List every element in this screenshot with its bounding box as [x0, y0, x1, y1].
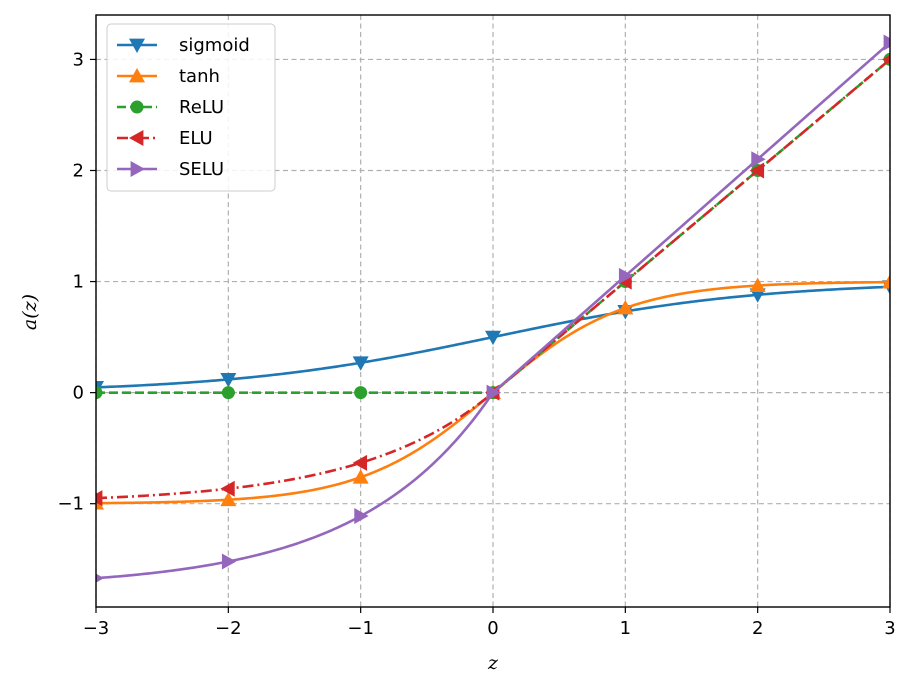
- data-point-elu: [220, 480, 235, 497]
- series-elu: [96, 54, 890, 507]
- data-point-tanh: [96, 495, 104, 510]
- data-point-sigmoid: [352, 356, 369, 371]
- x-tick-label: 3: [884, 618, 895, 639]
- ticks: −3 −2 −1 0 1 2 3 −1 0 1 2 3: [57, 49, 895, 639]
- data-point-selu: [221, 553, 237, 570]
- legend: sigmoid tanh ReLU ELU SELU: [106, 23, 276, 192]
- data-point-selu: [751, 151, 766, 168]
- data-point-tanh: [352, 469, 369, 484]
- data-point-tanh: [882, 274, 890, 289]
- legend-label-tanh: tanh: [179, 66, 220, 87]
- x-tick-label: −1: [347, 618, 374, 639]
- y-tick-label: 1: [73, 272, 84, 293]
- series-layer: [96, 34, 890, 583]
- x-tick-label: 2: [752, 618, 763, 639]
- legend-marker-elu: [129, 130, 144, 146]
- x-axis-label: z: [487, 652, 499, 674]
- x-tick-label: 0: [487, 618, 498, 639]
- x-tick-label: −2: [215, 618, 242, 639]
- data-point-sigmoid: [220, 373, 237, 388]
- x-tick-label: −3: [83, 618, 110, 639]
- legend-label-elu: ELU: [179, 128, 213, 149]
- legend-label-sigmoid: sigmoid: [179, 35, 250, 56]
- legend-box: [106, 23, 276, 192]
- series-selu: [96, 34, 890, 583]
- data-point-sigmoid: [749, 288, 766, 303]
- data-point-selu: [883, 34, 890, 51]
- y-tick-label: 0: [73, 383, 84, 404]
- data-point-elu: [882, 54, 890, 64]
- y-tick-label: 3: [73, 49, 84, 70]
- data-point-elu: [749, 162, 765, 179]
- data-point-relu: [96, 386, 103, 400]
- data-point-elu: [96, 490, 103, 507]
- data-point-selu: [486, 384, 501, 401]
- y-tick-label: −1: [57, 494, 84, 515]
- data-point-tanh: [749, 277, 766, 292]
- data-point-tanh: [220, 491, 237, 507]
- data-point-selu: [96, 573, 104, 583]
- data-point-relu: [354, 386, 368, 400]
- y-tick-label: 2: [73, 160, 84, 181]
- legend-marker-selu: [130, 161, 145, 177]
- data-point-relu: [221, 386, 235, 400]
- legend-marker-sigmoid: [129, 38, 145, 53]
- legend-label-selu: SELU: [179, 159, 224, 180]
- y-axis-label: a(z): [19, 294, 41, 330]
- legend-marker-tanh: [129, 68, 145, 83]
- data-point-selu: [354, 508, 369, 525]
- data-point-elu: [352, 454, 368, 471]
- legend-label-relu: ReLU: [179, 97, 224, 118]
- legend-marker-relu: [130, 100, 144, 114]
- data-point-sigmoid: [96, 381, 104, 396]
- data-point-tanh: [617, 300, 634, 315]
- x-tick-label: 1: [620, 618, 631, 639]
- data-point-selu: [618, 267, 634, 284]
- data-point-sigmoid: [485, 330, 501, 346]
